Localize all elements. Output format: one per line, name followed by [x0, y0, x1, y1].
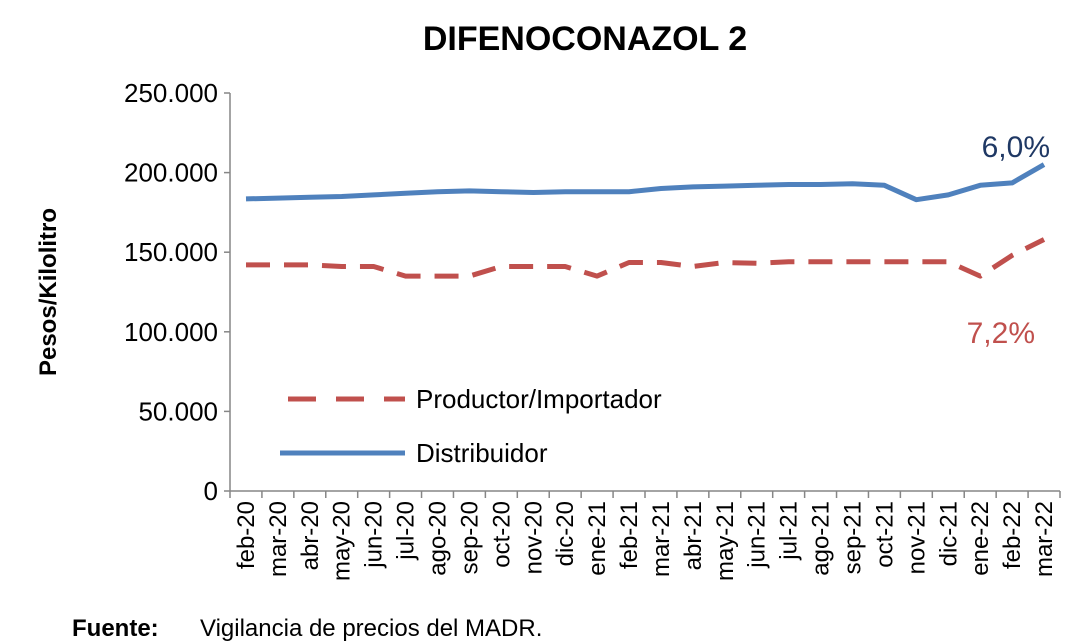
x-tick-label: sep-21 [840, 501, 867, 574]
source: Vigilancia de precios del MADR. [200, 615, 542, 642]
x-tick-label: abr-21 [680, 501, 707, 570]
x-tick-label: ene-21 [584, 501, 611, 576]
x-tick-label: mar-22 [1031, 501, 1058, 577]
series-line [245, 162, 1046, 203]
legend-label: Productor/Importador [416, 384, 662, 414]
x-tick-label: ago-21 [808, 501, 835, 576]
y-tick-label: 50.000 [138, 396, 218, 426]
x-tick-label: feb-20 [233, 501, 260, 569]
x-tick-label: feb-21 [616, 501, 643, 569]
y-tick-label: 250.000 [124, 78, 218, 108]
x-tick-label: jul-21 [776, 501, 803, 561]
x-tick-label: oct-21 [871, 501, 898, 568]
chart-title: DIFENOCONAZOL 2 [423, 20, 747, 58]
legend-label: Distribuidor [416, 438, 548, 468]
x-tick-label: sep-20 [456, 501, 483, 574]
x-tick-label: abr-20 [297, 501, 324, 570]
y-tick-label: 200.000 [124, 158, 218, 188]
x-tick-label: dic-21 [935, 501, 962, 566]
x-tick-label: jun-21 [744, 501, 771, 569]
x-tick-label: may-20 [329, 501, 356, 581]
y-tick-label: 100.000 [124, 317, 218, 347]
y-axis-label: Pesos/Kilolitro [35, 208, 62, 376]
x-tick-label: mar-20 [265, 501, 292, 577]
x-tick-label: may-21 [712, 501, 739, 581]
annotation: 6,0% [982, 131, 1050, 164]
x-tick-label: nov-21 [903, 501, 930, 574]
x-tick-label: jun-20 [361, 501, 388, 569]
x-tick-label: dic-20 [552, 501, 579, 566]
series-line [246, 237, 1046, 279]
y-tick-label: 0 [204, 476, 218, 506]
x-tick-label: oct-20 [488, 501, 515, 568]
y-tick-label: 150.000 [124, 237, 218, 267]
x-tick-label: mar-21 [648, 501, 675, 577]
x-tick-label: nov-20 [520, 501, 547, 574]
annotation: 7,2% [967, 317, 1035, 350]
x-tick-label: ago-20 [425, 501, 452, 576]
x-tick-label: jul-20 [393, 501, 420, 561]
x-tick-label: feb-22 [999, 501, 1026, 569]
source-label: Fuente: [72, 615, 159, 642]
x-tick-label: ene-22 [967, 501, 994, 576]
